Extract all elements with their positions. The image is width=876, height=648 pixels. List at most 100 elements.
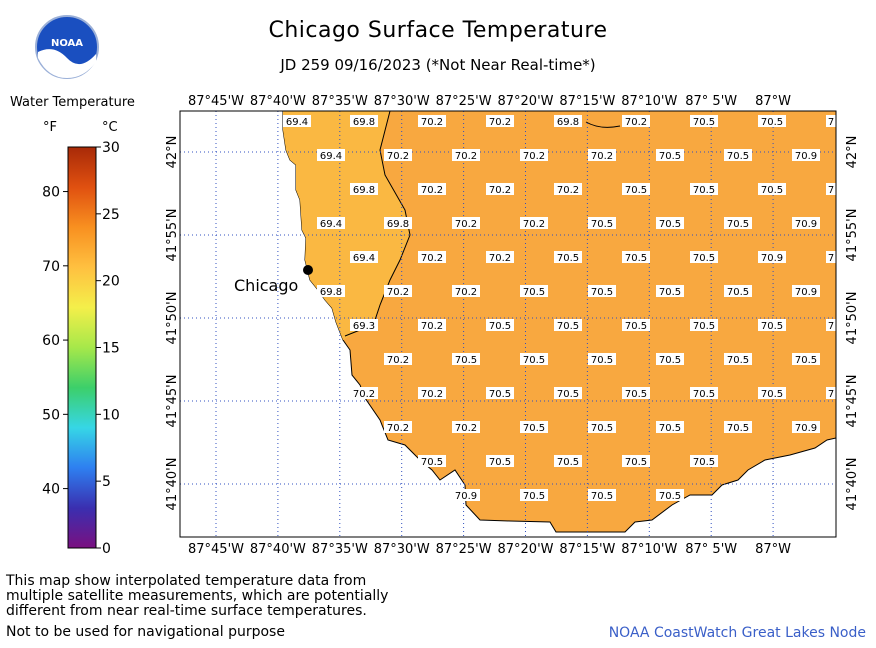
temperature-label-bg: [656, 217, 684, 229]
temperature-label-bg: [384, 285, 412, 297]
temperature-label-bg: [690, 183, 718, 195]
temperature-label-bg: [588, 285, 616, 297]
map-frame: [179, 110, 837, 538]
temperature-value: 70.5: [591, 491, 613, 502]
legend-tick-c: 15: [102, 341, 120, 357]
temperature-label-bg: [588, 421, 616, 433]
temperature-value: 70.2: [489, 185, 511, 196]
temperature-value: 70.2: [353, 389, 375, 400]
temperature-value: 70.2: [421, 321, 443, 332]
city-label: Chicago: [234, 276, 298, 295]
temperature-label-bg: [792, 285, 820, 297]
temperature-label-bg: [520, 489, 548, 501]
temperature-value: 70.9: [795, 219, 817, 230]
longitude-label-bottom: 87°25'W: [436, 542, 492, 557]
latitude-label-left: 41°45'N: [165, 375, 180, 428]
temperature-value: 70.5: [625, 457, 647, 468]
temperature-label-bg: [317, 285, 345, 297]
temperature-value: 70.2: [489, 117, 511, 128]
temperature-label-bg: [724, 421, 752, 433]
temperature-value: 70.9: [795, 151, 817, 162]
temperature-value: 70.5: [693, 321, 715, 332]
temperature-value: 70.5: [557, 389, 579, 400]
latitude-label-left: 41°50'N: [165, 292, 180, 345]
temperature-value: 70.5: [591, 219, 613, 230]
temperature-value: 70.2: [455, 219, 477, 230]
temperature-label-bg: [384, 353, 412, 365]
legend-tick-c: 5: [102, 474, 111, 490]
temperature-value: 70.5: [693, 117, 715, 128]
temperature-label-bg: [520, 421, 548, 433]
temperature-label-bg: [554, 115, 582, 127]
color-bar: [67, 146, 97, 549]
temperature-label-bg: [486, 183, 514, 195]
longitude-label-bottom: 87°W: [755, 542, 791, 557]
temperature-value: 70.5: [761, 321, 783, 332]
temperature-value: 69.8: [320, 287, 342, 298]
latitude-label-left: 41°40'N: [165, 458, 180, 511]
temperature-value: 70.2: [523, 151, 545, 162]
temperature-value: 7: [828, 321, 834, 332]
temperature-value: 70.9: [455, 491, 477, 502]
temperature-value: 70.2: [421, 117, 443, 128]
temperature-label-bg: [622, 183, 650, 195]
temperature-label-bg: [656, 489, 684, 501]
temperature-label-bg: [452, 353, 480, 365]
temperature-value: 70.5: [727, 423, 749, 434]
legend-tick-c: 0: [102, 541, 111, 557]
legend-unit-c: °C: [102, 120, 118, 135]
longitude-label-top: 87°25'W: [436, 94, 492, 109]
temperature-label-bg: [520, 217, 548, 229]
temperature-value: 69.8: [387, 219, 409, 230]
temperature-label-bg: [418, 387, 446, 399]
temperature-value: 69.4: [286, 117, 308, 128]
noaa-logo-icon: NOAA: [35, 15, 99, 79]
temperature-label-bg: [588, 489, 616, 501]
temperature-label-bg: [418, 251, 446, 263]
chicago-marker: [303, 265, 313, 275]
temperature-value: 70.2: [489, 253, 511, 264]
temperature-value: 70.2: [455, 287, 477, 298]
temperature-label-bg: [452, 285, 480, 297]
longitude-label-top: 87°15'W: [559, 94, 615, 109]
temperature-label-bg: [622, 115, 650, 127]
temperature-value: 69.8: [353, 117, 375, 128]
temperature-label-bg: [792, 353, 820, 365]
legend-tick-f: 50: [42, 407, 60, 423]
temperature-label-bg: [486, 115, 514, 127]
temperature-value: 69.4: [353, 253, 375, 264]
temperature-value: 70.2: [455, 151, 477, 162]
credit-text: NOAA CoastWatch Great Lakes Node: [608, 625, 866, 641]
temperature-value: 70.5: [659, 423, 681, 434]
temperature-label-bg: [724, 217, 752, 229]
temperature-label-bg: [588, 353, 616, 365]
temperature-value: 70.5: [727, 151, 749, 162]
temperature-label-bg: [350, 319, 378, 331]
temperature-value: 70.9: [795, 423, 817, 434]
temperature-label-bg: [826, 251, 836, 263]
temperature-label-bg: [520, 285, 548, 297]
temperature-value: 70.2: [387, 287, 409, 298]
temperature-value: 70.5: [489, 321, 511, 332]
temperature-value: 70.5: [523, 355, 545, 366]
temperature-label-bg: [452, 149, 480, 161]
temperature-label-bg: [690, 319, 718, 331]
temperature-label-bg: [418, 455, 446, 467]
temperature-value: 70.5: [625, 321, 647, 332]
map-title: Chicago Surface Temperature: [268, 18, 608, 43]
longitude-label-bottom: 87° 5'W: [685, 542, 737, 557]
longitude-label-top: 87°W: [755, 94, 791, 109]
temperature-label-bg: [622, 455, 650, 467]
longitude-label-top: 87°40'W: [250, 94, 306, 109]
temperature-label-bg: [486, 251, 514, 263]
temperature-value: 70.2: [557, 185, 579, 196]
temperature-label-bg: [656, 285, 684, 297]
temperature-label-bg: [418, 319, 446, 331]
temperature-value: 70.5: [659, 355, 681, 366]
temperature-value: 70.5: [557, 321, 579, 332]
temperature-value: 7: [828, 117, 834, 128]
temperature-value: 70.5: [557, 457, 579, 468]
temperature-label-bg: [588, 217, 616, 229]
temperature-label-bg: [554, 183, 582, 195]
